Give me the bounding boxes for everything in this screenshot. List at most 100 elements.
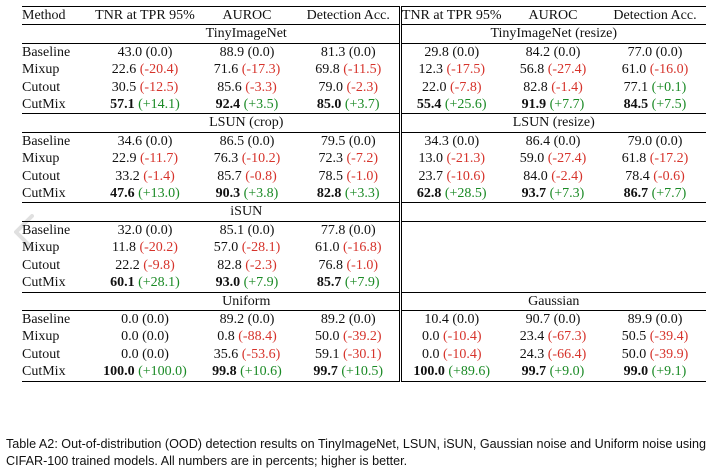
value-cell: 61.8 (-17.2) [604, 150, 706, 167]
section-header-spacer [22, 202, 94, 222]
value-cell: 85.7 (+7.9) [298, 274, 402, 292]
method-cell: Mixup [22, 151, 60, 167]
value-cell [604, 274, 706, 292]
table-row: Cutout 0.0 (0.0) 35.6 (-53.6) 59.1 (-30.1) 0… [22, 345, 706, 364]
metric-delta: (+3.5) [243, 97, 279, 113]
value-cell: 59.1 (-30.1) [298, 345, 402, 364]
metric-delta: (+9.0) [549, 364, 585, 380]
table-row: Mixup 11.8 (-20.2) 57.0 (-28.1) 61.0 (-16.8… [22, 239, 706, 257]
metric-value: 57.0 [213, 240, 239, 256]
metric-delta: (0.0) [655, 133, 683, 149]
value-cell: 86.5 (0.0) [196, 133, 298, 150]
method-cell: Mixup [22, 240, 60, 256]
metric-delta: (0.0) [655, 44, 683, 60]
value-cell: 100.0 (+89.6) [400, 363, 502, 382]
value-cell [502, 257, 604, 274]
metric-value: 100.0 [413, 364, 445, 380]
value-cell: 0.8 (-88.4) [196, 328, 298, 345]
value-cell: 90.7 (0.0) [502, 311, 604, 328]
metric-value: 93.0 [215, 275, 241, 291]
metric-value: 76.8 [318, 257, 344, 273]
metric-delta: (-0.8) [245, 168, 277, 184]
section-rule-cell [502, 310, 604, 311]
section-rule-cell [22, 43, 94, 44]
metric-value: 76.3 [213, 151, 239, 167]
metric-delta: (+28.5) [444, 186, 487, 202]
value-cell: 85.7 (-0.8) [196, 168, 298, 185]
section-rule-cell [196, 43, 298, 44]
table-row: CutMix 60.1 (+28.1) 93.0 (+7.9) 85.7 (+7.9) [22, 274, 706, 292]
table-row: Cutout 33.2 (-1.4) 85.7 (-0.8) 78.5 (-1.0) 2… [22, 167, 706, 186]
metric-delta: (0.0) [553, 44, 581, 60]
section-rule-cell [196, 132, 298, 133]
section-title-left: LSUN (crop) [94, 113, 402, 133]
metric-value: 57.1 [110, 97, 135, 113]
metric-value: 72.3 [318, 151, 344, 167]
metric-value: 23.7 [418, 168, 444, 184]
value-cell: 29.8 (0.0) [400, 44, 502, 61]
value-cell: 79.5 (0.0) [298, 132, 402, 151]
section-title-right: LSUN (resize) [400, 113, 706, 133]
method-cell: CutMix [22, 186, 66, 202]
section-header-spacer [22, 25, 94, 43]
metric-delta: (-2.3) [346, 79, 379, 95]
value-cell [502, 239, 604, 256]
metric-delta: (-20.2) [139, 240, 178, 256]
metric-value: 34.6 [117, 133, 143, 149]
value-cell: 85.6 (-3.3) [196, 79, 298, 96]
value-cell: 77.1 (+0.1) [604, 79, 706, 96]
metric-value: 59.1 [315, 346, 340, 362]
value-cell: 57.1 (+14.1) [94, 96, 196, 114]
metric-value: 88.9 [219, 44, 245, 60]
value-cell [604, 222, 706, 239]
section-rule-cell [196, 310, 298, 311]
value-cell: 50.0 (-39.2) [298, 328, 402, 346]
metric-value: 22.6 [111, 62, 137, 78]
section-rule-cell [22, 310, 94, 311]
value-cell: 79.0 (0.0) [604, 133, 706, 150]
metric-value: 93.7 [521, 186, 547, 202]
section-title-right: TinyImageNet (resize) [490, 26, 618, 42]
value-cell [400, 257, 502, 274]
value-cell: 0.0 (0.0) [94, 346, 196, 363]
metric-value: 85.6 [217, 79, 242, 95]
value-cell: 60.1 (+28.1) [94, 274, 196, 292]
value-cell: 22.6 (-20.4) [94, 61, 196, 78]
value-cell: 32.0 (0.0) [94, 222, 196, 239]
metric-delta: (-10.2) [241, 151, 281, 167]
value-cell [604, 257, 706, 274]
metric-value: 84.2 [525, 44, 551, 60]
section-rule-cell [298, 221, 402, 222]
metric-value: 0.0 [121, 346, 139, 362]
method-cell: CutMix [22, 97, 66, 113]
section-rule-cell [604, 132, 706, 133]
metric-value: 79.0 [318, 79, 344, 95]
section-rule-cell [502, 43, 604, 44]
value-cell: 24.3 (-66.4) [502, 346, 604, 363]
metric-delta: (0.0) [142, 329, 169, 345]
metric-delta: (0.0) [145, 133, 173, 149]
metric-value: 61.0 [621, 62, 647, 78]
table-row: Baseline 34.6 (0.0) 86.5 (0.0) 79.5 (0.0) 34… [22, 132, 706, 151]
metric-value: 29.8 [424, 44, 449, 60]
section-title-empty [400, 202, 706, 222]
value-cell: 84.2 (0.0) [502, 44, 604, 61]
metric-delta: (+7.7) [651, 186, 687, 202]
table-caption: Table A2: Out-of-distribution (OOD) dete… [6, 437, 706, 468]
metric-value: 100.0 [103, 364, 135, 380]
section-header-row: Uniform Gaussian [22, 291, 706, 311]
header-row: Method TNR at TPR 95% AUROC Detection Ac… [22, 5, 706, 26]
metric-value: 34.3 [424, 133, 449, 149]
table-row: CutMix 47.6 (+13.0) 90.3 (+3.8) 82.8 (+3.3)… [22, 185, 706, 203]
metric-value: 84.0 [523, 168, 548, 184]
metric-delta: (-53.6) [241, 346, 281, 362]
metric-delta: (+89.6) [448, 364, 491, 380]
value-cell: 57.0 (-28.1) [196, 239, 298, 256]
value-cell: 22.2 (-9.8) [94, 257, 196, 274]
table-row: Mixup 0.0 (0.0) 0.8 (-88.4) 50.0 (-39.2) 0.0… [22, 328, 706, 346]
section-rule-cell [196, 221, 298, 222]
value-cell: 71.6 (-17.3) [196, 61, 298, 78]
header-method: Method [22, 5, 94, 26]
metric-value: 55.4 [416, 97, 442, 113]
value-cell: 89.2 (0.0) [298, 310, 402, 329]
